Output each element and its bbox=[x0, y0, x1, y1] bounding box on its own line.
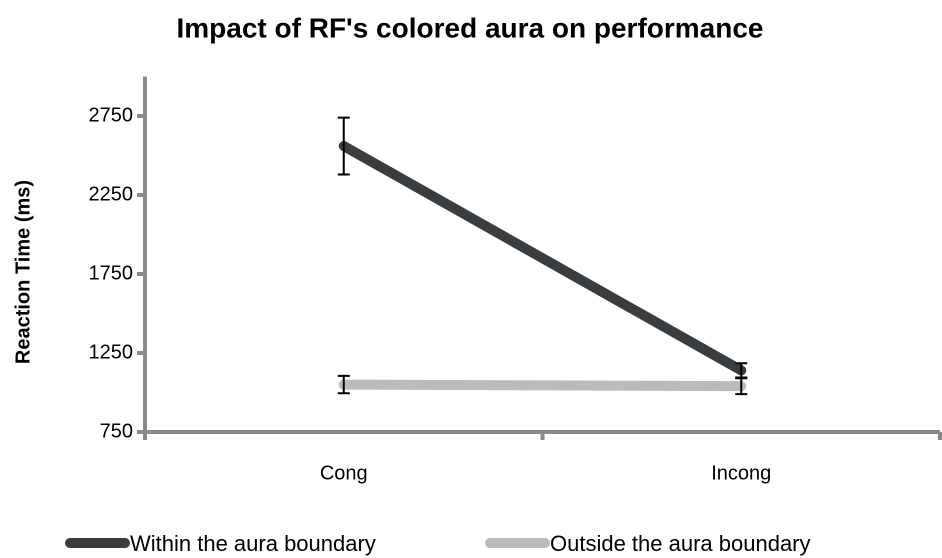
y-axis-label: Reaction Time (ms) bbox=[12, 180, 34, 364]
series-line bbox=[338, 379, 747, 392]
y-tick-label: 1750 bbox=[89, 262, 134, 284]
y-tick-label: 1250 bbox=[89, 341, 134, 363]
legend-label: Within the aura boundary bbox=[130, 531, 376, 556]
error-bar bbox=[337, 374, 350, 395]
y-tick-label: 2750 bbox=[89, 104, 134, 126]
series-line bbox=[338, 141, 747, 376]
error-bar bbox=[337, 116, 350, 176]
error-bar bbox=[735, 377, 748, 396]
x-tick-label: Incong bbox=[711, 462, 771, 484]
chart-title: Impact of RF's colored aura on performan… bbox=[176, 12, 763, 43]
legend-label: Outside the aura boundary bbox=[550, 531, 811, 556]
x-tick-label: Cong bbox=[320, 462, 368, 484]
y-tick-label: 2250 bbox=[89, 183, 134, 205]
y-tick-label: 750 bbox=[100, 420, 133, 442]
